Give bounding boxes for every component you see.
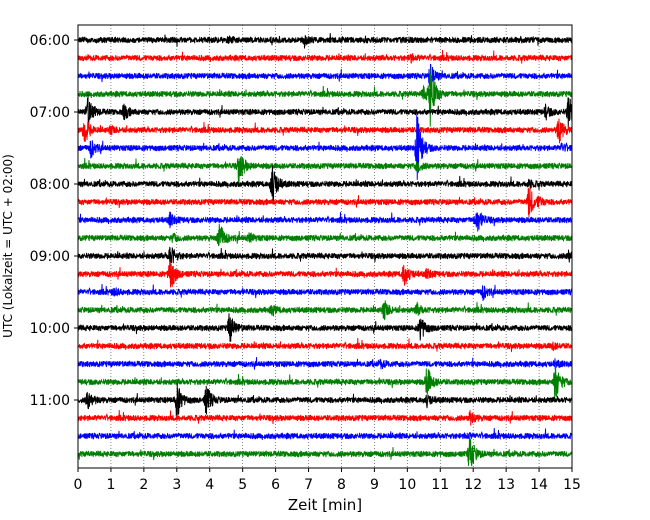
trace-line-10:30 [78, 357, 572, 370]
y-tick-label: 09:00 [30, 249, 70, 265]
trace-line-06:30 [78, 63, 572, 89]
y-tick-label: 10:00 [30, 321, 70, 337]
trace-line-08:45 [78, 223, 572, 247]
trace-line-11:15 [78, 409, 572, 426]
trace-line-08:30 [78, 211, 572, 232]
trace-line-10:00 [78, 313, 572, 342]
trace-line-10:15 [78, 337, 572, 353]
trace-line-06:45 [78, 68, 572, 127]
trace-line-08:15 [78, 186, 572, 218]
x-tick-label: 2 [139, 477, 148, 493]
y-tick-label: 06:00 [30, 33, 70, 49]
x-tick-label: 6 [271, 477, 280, 493]
trace-line-11:30 [78, 427, 572, 441]
x-tick-label: 15 [563, 477, 581, 493]
trace-line-06:15 [78, 49, 572, 64]
trace-line-08:00 [78, 165, 572, 205]
y-axis-title: UTC (Lokalzeit = UTC + 02:00) [1, 154, 15, 338]
trace-line-09:45 [78, 300, 572, 321]
trace-line-09:15 [78, 258, 572, 288]
x-axis: 0 1 2 3 4 5 6 7 8 9 10 11 12 13 14 15 [74, 468, 581, 493]
y-tick-label: 07:00 [30, 105, 70, 121]
y-axis: 06:00 07:00 08:00 09:00 10:00 11:00 [30, 33, 78, 409]
trace-line-11:00 [78, 383, 572, 419]
x-tick-label: 9 [370, 477, 379, 493]
plot-frame [77, 24, 573, 469]
x-tick-label: 4 [205, 477, 214, 493]
x-tick-label: 0 [74, 477, 83, 493]
x-tick-label: 3 [172, 477, 181, 493]
x-tick-label: 13 [497, 477, 515, 493]
trace-line-09:00 [78, 246, 572, 269]
x-tick-label: 14 [530, 477, 548, 493]
x-tick-label: 10 [398, 477, 416, 493]
x-tick-label: 5 [238, 477, 247, 493]
trace-line-07:30 [78, 114, 572, 181]
y-tick-label: 11:00 [30, 393, 70, 409]
x-tick-label: 1 [106, 477, 115, 493]
x-tick-label: 12 [464, 477, 482, 493]
trace-line-06:00 [78, 32, 572, 49]
trace-line-09:30 [78, 283, 572, 301]
x-axis-title: Zeit [min] [288, 496, 362, 514]
trace-line-11:45 [78, 433, 572, 467]
trace-line-10:45 [78, 364, 572, 400]
trace-line-07:00 [78, 94, 572, 128]
x-tick-label: 7 [304, 477, 313, 493]
trace-line-07:15 [78, 118, 572, 144]
trace-line-07:45 [78, 155, 572, 185]
seismogram-traces [78, 32, 572, 467]
x-tick-label: 8 [337, 477, 346, 493]
x-tick-label: 11 [431, 477, 449, 493]
y-tick-label: 08:00 [30, 177, 70, 193]
